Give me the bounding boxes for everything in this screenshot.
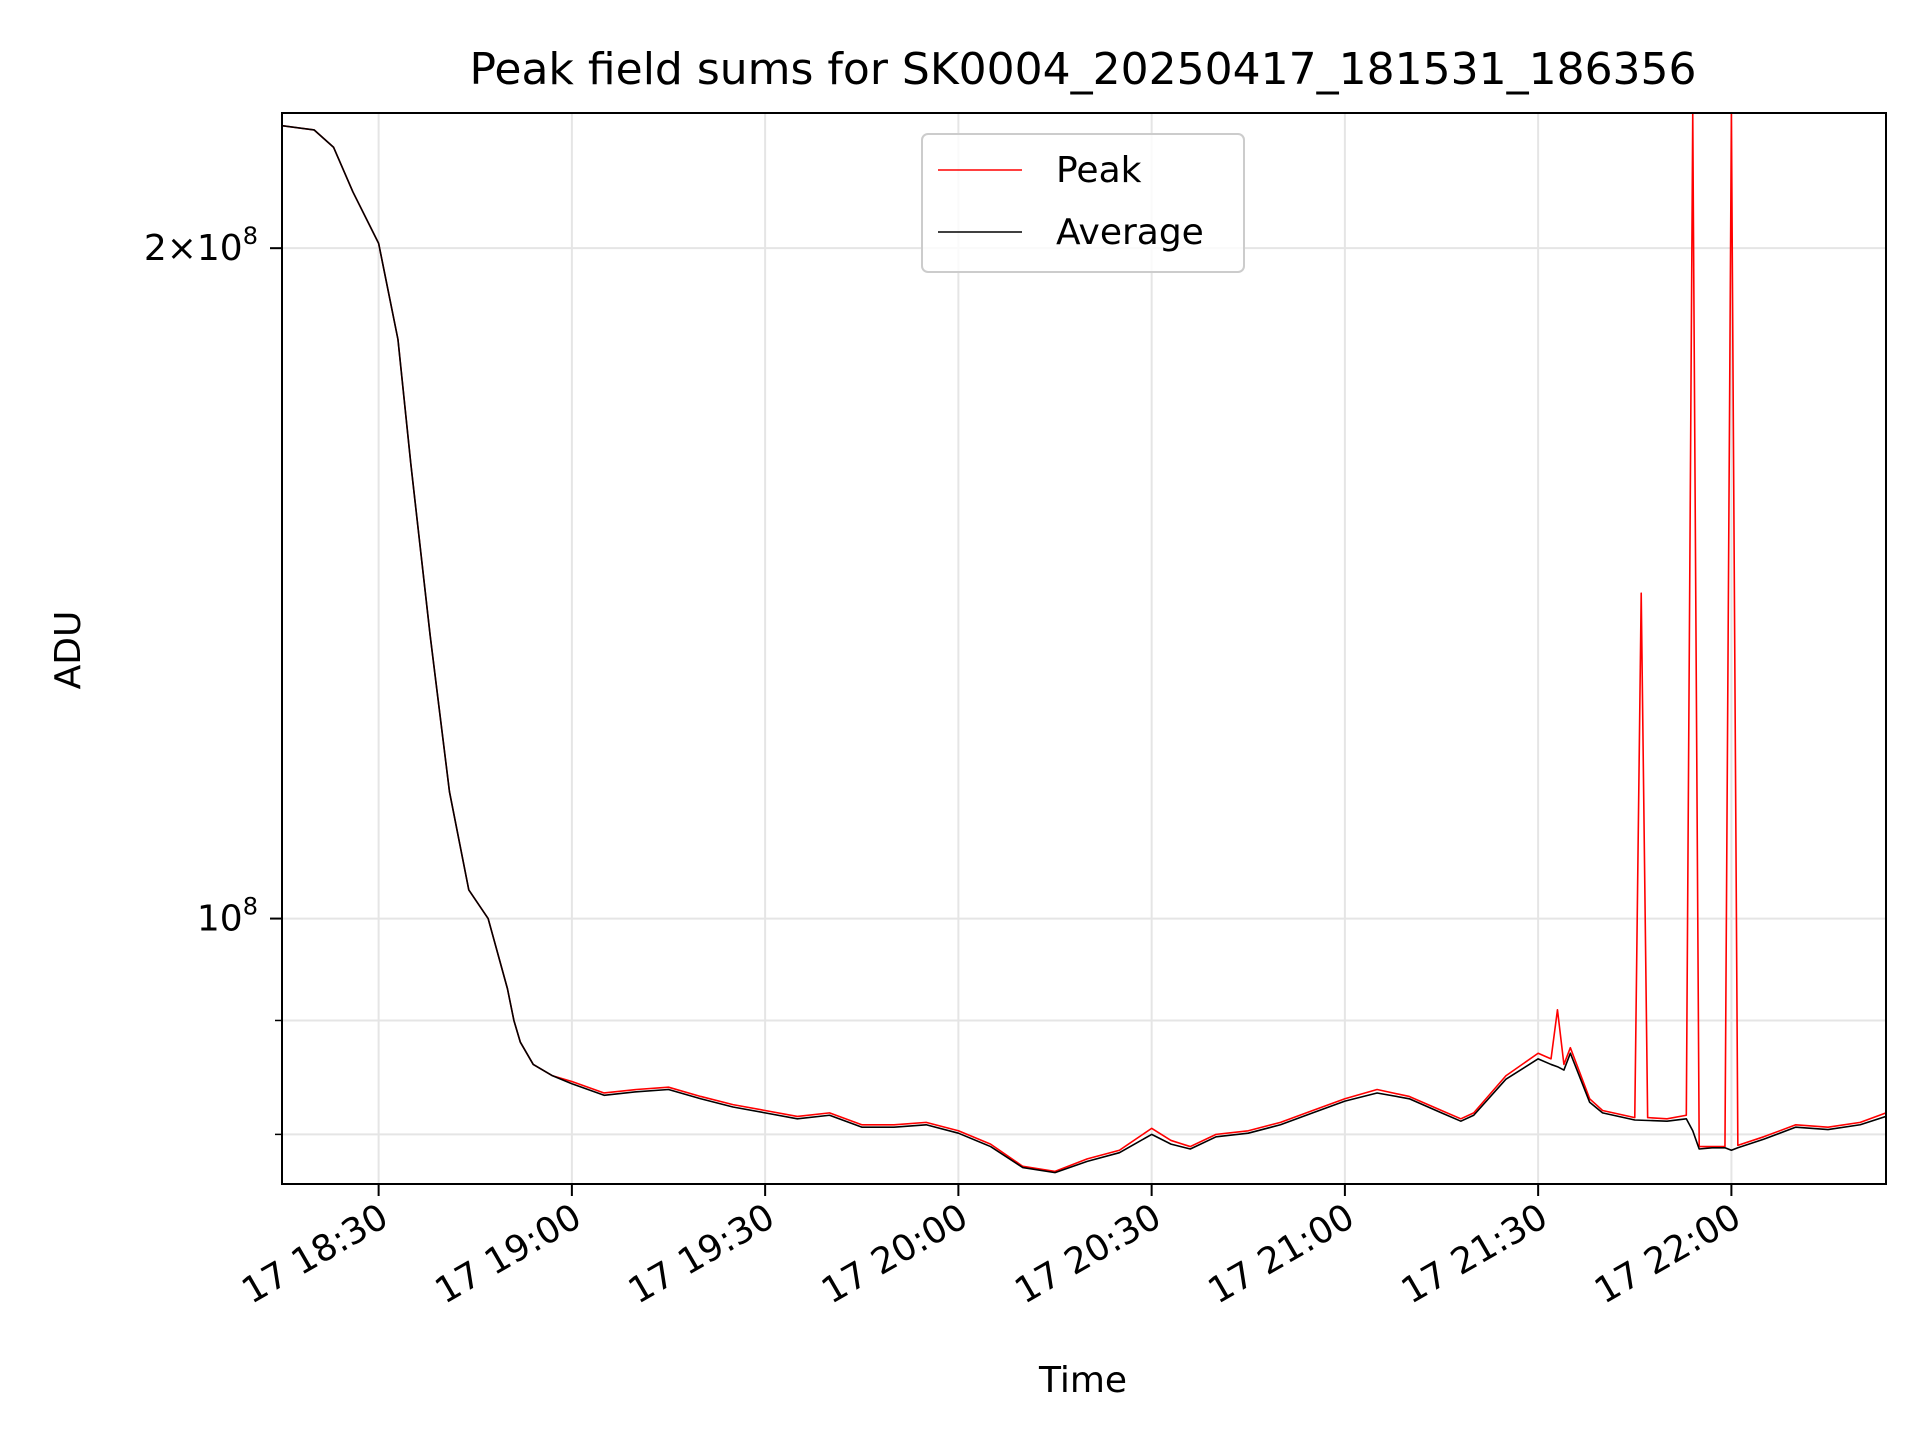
legend-label-average: Average (1056, 212, 1204, 253)
series-line-average (282, 124, 1886, 1174)
plot-frame (281, 112, 1887, 1185)
legend-label-peak: Peak (1056, 150, 1142, 191)
y-axis-label: ADU (48, 611, 89, 690)
y-tick-label: 2×108 (144, 222, 258, 269)
chart-title: Peak field sums for SK0004_20250417_1815… (469, 44, 1696, 95)
legend: Peak Average (921, 133, 1245, 273)
legend-frame (921, 133, 1245, 273)
x-axis-label: Time (1038, 1360, 1127, 1401)
series-layer (282, 113, 1886, 1174)
